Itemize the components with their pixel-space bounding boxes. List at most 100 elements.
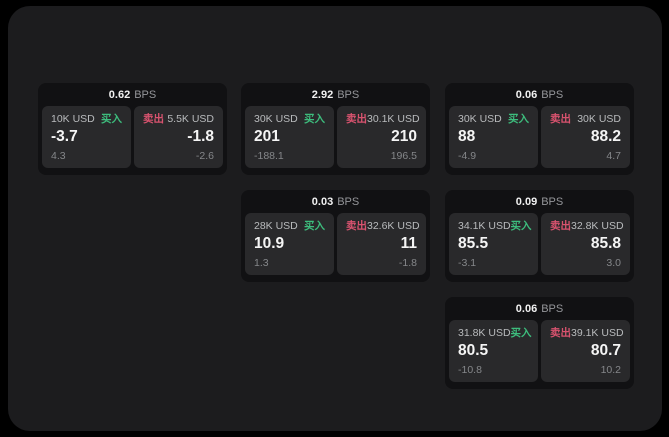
buy-amount: 31.8K USD (458, 327, 511, 339)
buy-amount: 10K USD (51, 113, 95, 125)
bps-unit-label: BPS (541, 303, 564, 315)
sell-value: 88.2 (590, 128, 621, 146)
buy-sub-value: -188.1 (254, 149, 284, 162)
sell-amount: 30.1K USD (367, 113, 420, 125)
sell-sub-value: 10.2 (600, 363, 621, 376)
bps-value: 0.06 (515, 303, 538, 315)
buy-panel[interactable]: 31.8K USD 买入 80.5 -10.8 (449, 320, 538, 382)
buy-amount: 34.1K USD (458, 220, 511, 232)
buy-label: 买入 (508, 113, 529, 125)
buy-label: 买入 (304, 220, 325, 232)
sell-amount: 39.1K USD (571, 327, 624, 339)
buy-value: 88 (458, 128, 476, 146)
buy-panel[interactable]: 28K USD 买入 10.9 1.3 (245, 213, 334, 275)
sell-sub-value: -1.8 (398, 256, 417, 269)
buy-value: 85.5 (458, 235, 489, 253)
buy-panel-header: 28K USD 买入 (254, 220, 325, 232)
sell-panel-header: 卖出 5.5K USD (143, 113, 214, 125)
sell-panel-header: 卖出 39.1K USD (550, 327, 624, 339)
buy-amount: 30K USD (458, 113, 502, 125)
card-body: 34.1K USD 买入 85.5 -3.1 卖出 32.8K USD 85.8… (445, 210, 634, 279)
sell-sub-value: 3.0 (606, 256, 621, 269)
buy-panel[interactable]: 30K USD 买入 201 -188.1 (245, 106, 334, 168)
sell-sub-value: 196.5 (390, 149, 417, 162)
bps-unit-label: BPS (337, 196, 360, 208)
sell-label: 卖出 (346, 113, 367, 125)
card-body: 31.8K USD 买入 80.5 -10.8 卖出 39.1K USD 80.… (445, 317, 634, 386)
buy-label: 买入 (304, 113, 325, 125)
sell-label: 卖出 (550, 327, 571, 339)
buy-label: 买入 (510, 327, 532, 339)
sell-amount: 32.6K USD (367, 220, 420, 232)
quote-card: 0.06 BPS 30K USD 买入 88 -4.9 卖出 30K USD 8… (445, 83, 634, 175)
buy-value: -3.7 (51, 128, 78, 146)
bps-value: 0.62 (108, 89, 131, 101)
buy-value: 201 (254, 128, 280, 146)
quote-card: 0.03 BPS 28K USD 买入 10.9 1.3 卖出 32.6K US… (241, 190, 430, 282)
quote-card: 0.62 BPS 10K USD 买入 -3.7 4.3 卖出 5.5K USD… (38, 83, 227, 175)
card-header: 0.06 BPS (445, 297, 634, 317)
card-header: 2.92 BPS (241, 83, 430, 103)
buy-label: 买入 (510, 220, 532, 232)
buy-panel-header: 30K USD 买入 (458, 113, 529, 125)
buy-amount: 30K USD (254, 113, 298, 125)
bps-value: 0.03 (311, 196, 334, 208)
sell-label: 卖出 (550, 113, 571, 125)
sell-value: 80.7 (590, 342, 621, 360)
buy-sub-value: -3.1 (458, 256, 477, 269)
quote-card: 0.09 BPS 34.1K USD 买入 85.5 -3.1 卖出 32.8K… (445, 190, 634, 282)
bps-unit-label: BPS (134, 89, 157, 101)
sell-amount: 30K USD (577, 113, 621, 125)
sell-panel[interactable]: 卖出 32.8K USD 85.8 3.0 (541, 213, 630, 275)
card-body: 10K USD 买入 -3.7 4.3 卖出 5.5K USD -1.8 -2.… (38, 103, 227, 172)
sell-sub-value: 4.7 (606, 149, 621, 162)
buy-panel-header: 31.8K USD 买入 (458, 327, 532, 339)
buy-amount: 28K USD (254, 220, 298, 232)
buy-sub-value: -10.8 (458, 363, 482, 376)
buy-panel[interactable]: 34.1K USD 买入 85.5 -3.1 (449, 213, 538, 275)
buy-panel[interactable]: 10K USD 买入 -3.7 4.3 (42, 106, 131, 168)
card-body: 28K USD 买入 10.9 1.3 卖出 32.6K USD 11 -1.8 (241, 210, 430, 279)
buy-value: 10.9 (254, 235, 285, 253)
buy-panel[interactable]: 30K USD 买入 88 -4.9 (449, 106, 538, 168)
card-header: 0.06 BPS (445, 83, 634, 103)
bps-unit-label: BPS (541, 89, 564, 101)
buy-panel-header: 30K USD 买入 (254, 113, 325, 125)
quote-card: 0.06 BPS 31.8K USD 买入 80.5 -10.8 卖出 39.1… (445, 297, 634, 389)
sell-panel[interactable]: 卖出 30.1K USD 210 196.5 (337, 106, 426, 168)
buy-value: 80.5 (458, 342, 489, 360)
card-header: 0.03 BPS (241, 190, 430, 210)
sell-panel[interactable]: 卖出 32.6K USD 11 -1.8 (337, 213, 426, 275)
card-header: 0.62 BPS (38, 83, 227, 103)
bps-value: 0.09 (515, 196, 538, 208)
sell-panel-header: 卖出 30K USD (550, 113, 621, 125)
bps-unit-label: BPS (541, 196, 564, 208)
buy-panel-header: 34.1K USD 买入 (458, 220, 532, 232)
sell-label: 卖出 (143, 113, 164, 125)
buy-sub-value: -4.9 (458, 149, 477, 162)
card-header: 0.09 BPS (445, 190, 634, 210)
sell-label: 卖出 (550, 220, 571, 232)
app-window: 0.62 BPS 10K USD 买入 -3.7 4.3 卖出 5.5K USD… (8, 6, 662, 431)
sell-sub-value: -2.6 (195, 149, 214, 162)
sell-panel[interactable]: 卖出 39.1K USD 80.7 10.2 (541, 320, 630, 382)
card-body: 30K USD 买入 201 -188.1 卖出 30.1K USD 210 1… (241, 103, 430, 172)
sell-panel[interactable]: 卖出 5.5K USD -1.8 -2.6 (134, 106, 223, 168)
sell-panel-header: 卖出 30.1K USD (346, 113, 420, 125)
sell-panel[interactable]: 卖出 30K USD 88.2 4.7 (541, 106, 630, 168)
bps-value: 0.06 (515, 89, 538, 101)
sell-value: 85.8 (590, 235, 621, 253)
sell-amount: 5.5K USD (167, 113, 214, 125)
sell-panel-header: 卖出 32.6K USD (346, 220, 420, 232)
buy-sub-value: 1.3 (254, 256, 269, 269)
buy-sub-value: 4.3 (51, 149, 66, 162)
sell-value: -1.8 (187, 128, 214, 146)
sell-value: 11 (400, 235, 417, 253)
sell-panel-header: 卖出 32.8K USD (550, 220, 624, 232)
bps-unit-label: BPS (337, 89, 360, 101)
buy-label: 买入 (101, 113, 122, 125)
sell-amount: 32.8K USD (571, 220, 624, 232)
quote-card: 2.92 BPS 30K USD 买入 201 -188.1 卖出 30.1K … (241, 83, 430, 175)
sell-value: 210 (391, 128, 417, 146)
bps-value: 2.92 (311, 89, 334, 101)
